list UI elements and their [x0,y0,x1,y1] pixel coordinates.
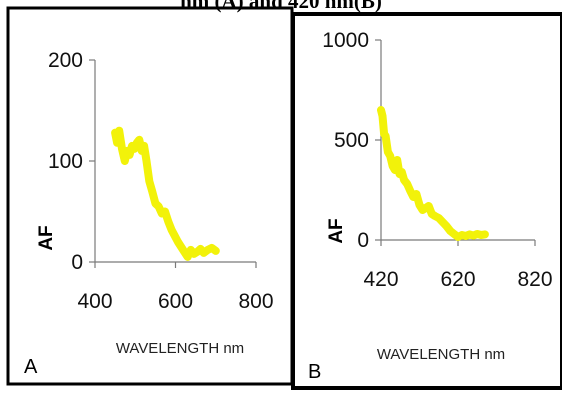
panel-label-a: A [24,356,38,378]
data-point-b [393,156,401,164]
data-point-b [406,187,414,195]
data-point-a [174,238,182,246]
x-tick-label-b: 620 [440,268,475,291]
data-point-a [126,151,134,159]
data-point-a [212,247,220,255]
data-point-a [180,248,188,256]
data-point-a [145,177,153,185]
x-tick-label-b: 820 [517,268,552,291]
data-point-a [113,139,121,147]
figure-caption: nm (A) and 420 nm(B) [180,0,382,13]
data-point-a [161,208,169,215]
data-point-a [130,145,138,153]
data-point-b [412,190,420,198]
y-tick-label-b: 0 [357,229,369,252]
data-point-b [391,166,399,174]
panel-label-b: B [308,361,321,383]
data-point-b [425,202,433,210]
data-point-a [167,226,175,234]
data-point-a [140,142,148,150]
x-axis-label-a: WAVELENGTH nm [116,340,244,357]
data-point-b [386,152,394,160]
data-point-a [164,218,172,226]
data-point-b [379,112,387,120]
data-point-a [115,127,123,135]
y-tick-label-b: 1000 [322,29,369,52]
data-point-a [143,157,151,165]
data-point-b [377,106,385,114]
data-point-b [416,201,423,209]
data-point-b [481,230,489,238]
data-point-a [155,202,163,210]
y-tick-label-a: 100 [48,150,83,173]
x-tick-label-b: 420 [363,268,398,291]
y-axis-label-a: AF [36,225,57,250]
x-axis-label-b: WAVELENGTH nm [377,346,505,363]
data-point-b [442,222,450,230]
x-tick-label-a: 800 [238,290,273,313]
y-tick-label-a: 0 [71,251,83,274]
data-point-b [382,132,390,140]
data-point-b [398,168,406,176]
data-point-a [148,187,156,195]
x-tick-label-a: 400 [77,290,112,313]
y-tick-label-a: 200 [48,49,83,72]
data-point-a [184,253,192,261]
data-point-a [135,136,143,144]
y-axis-label-b: AF [326,218,347,243]
y-tick-label-b: 500 [334,129,369,152]
x-tick-label-a: 600 [158,290,193,313]
data-point-a [121,157,129,165]
data-point-b [403,180,411,188]
data-point-a [177,243,185,251]
panel-frame-b [291,12,562,390]
data-point-a [171,232,179,240]
